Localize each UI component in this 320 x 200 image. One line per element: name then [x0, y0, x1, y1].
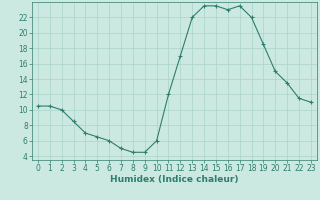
X-axis label: Humidex (Indice chaleur): Humidex (Indice chaleur)	[110, 175, 239, 184]
